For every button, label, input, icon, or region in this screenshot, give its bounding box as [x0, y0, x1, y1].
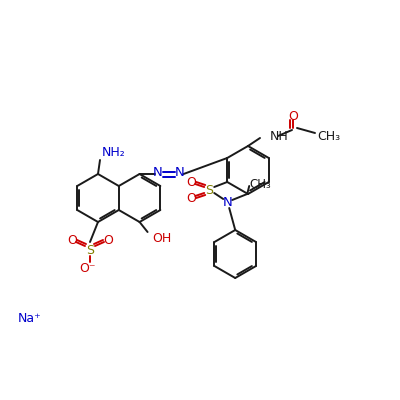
- Text: O: O: [103, 234, 113, 246]
- Text: OH: OH: [152, 232, 171, 244]
- Text: CH₃: CH₃: [318, 130, 340, 142]
- Text: S: S: [86, 244, 94, 256]
- Text: O: O: [288, 110, 298, 122]
- Text: S: S: [205, 184, 213, 196]
- Text: N: N: [153, 166, 162, 180]
- Text: N: N: [175, 166, 184, 180]
- Text: O⁻: O⁻: [80, 262, 96, 274]
- Text: NH₂: NH₂: [102, 146, 126, 158]
- Text: Na⁺: Na⁺: [18, 312, 42, 324]
- Text: O: O: [186, 176, 196, 188]
- Text: NH: NH: [270, 130, 289, 142]
- Text: O: O: [67, 234, 77, 246]
- Text: CH₃: CH₃: [249, 178, 271, 190]
- Text: O: O: [186, 192, 196, 204]
- Text: N: N: [222, 196, 232, 208]
